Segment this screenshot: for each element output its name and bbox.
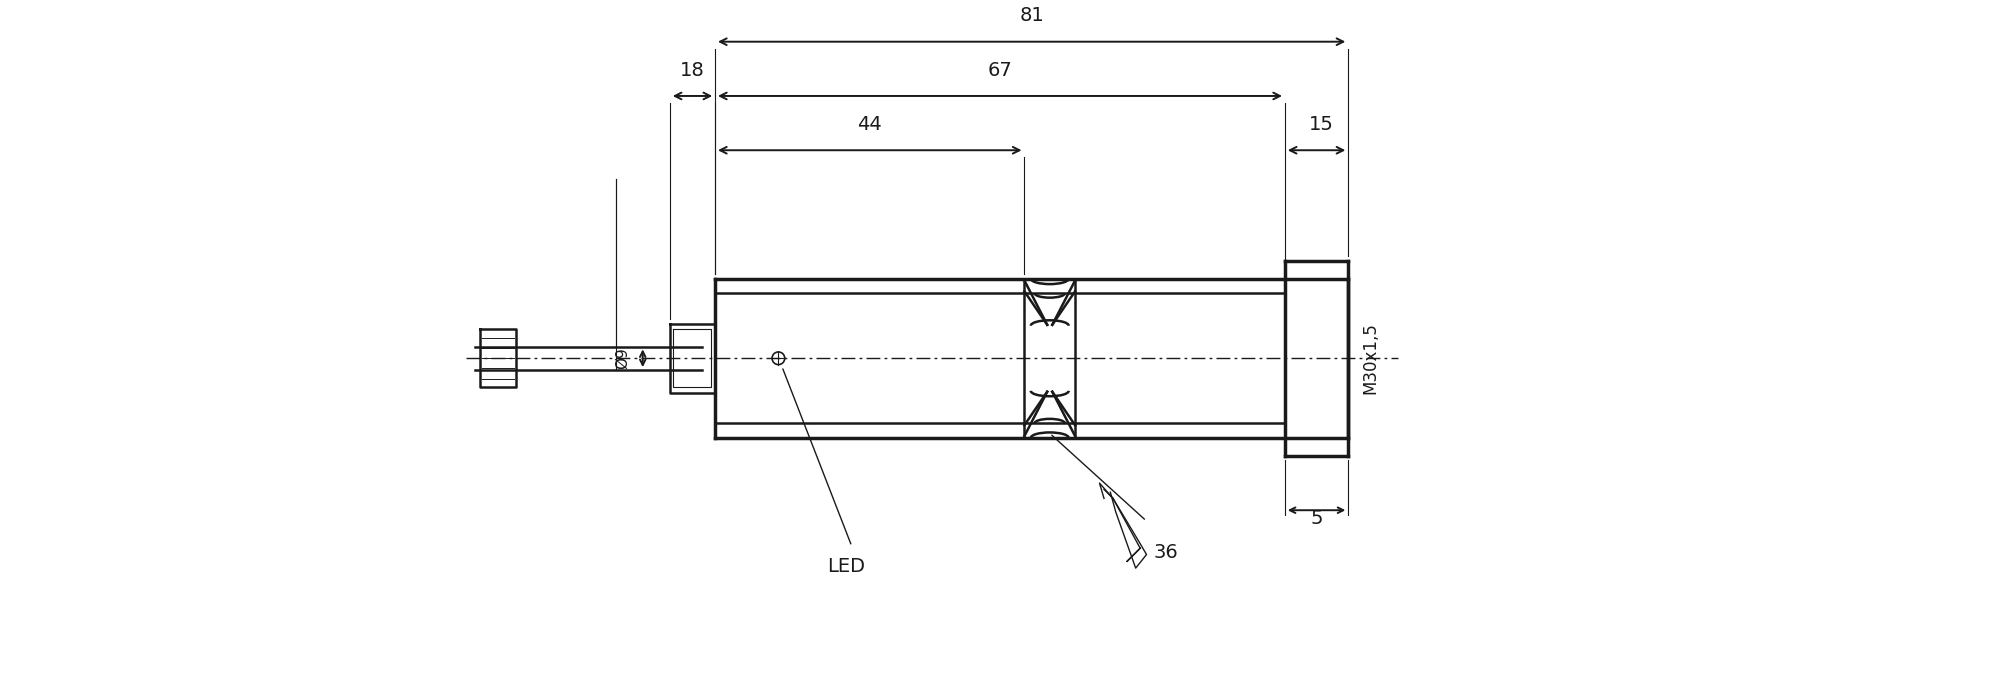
Text: 81: 81 — [1020, 6, 1044, 25]
Text: 67: 67 — [988, 60, 1012, 79]
Text: M30x1,5: M30x1,5 — [1362, 323, 1380, 394]
Text: LED: LED — [828, 557, 866, 576]
Text: Ø9: Ø9 — [616, 348, 630, 369]
Text: 44: 44 — [858, 115, 882, 134]
Text: 18: 18 — [680, 60, 704, 79]
Text: 15: 15 — [1308, 115, 1334, 134]
Text: 36: 36 — [1154, 543, 1178, 562]
Text: 5: 5 — [1310, 509, 1322, 528]
